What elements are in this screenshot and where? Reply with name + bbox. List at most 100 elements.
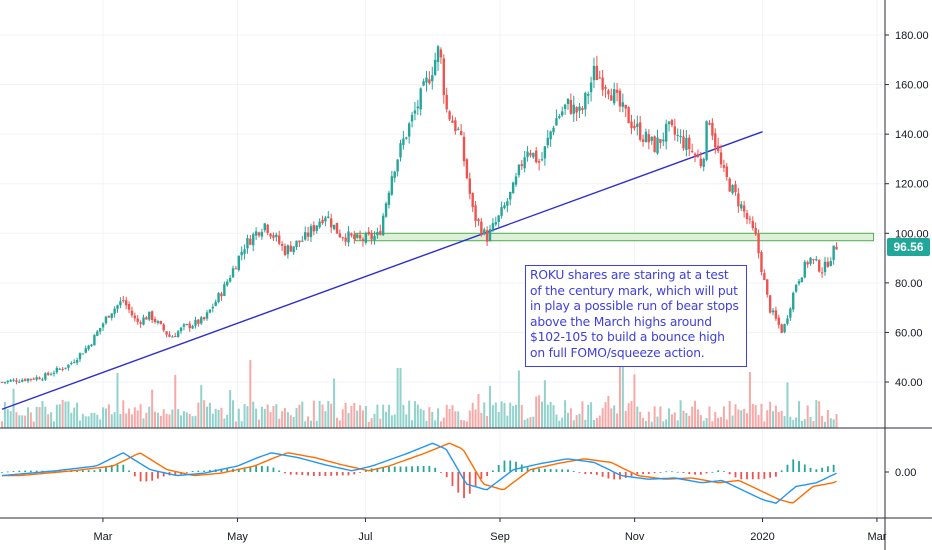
candle <box>598 70 601 79</box>
volume-bar <box>50 412 53 428</box>
volume-bar <box>682 410 685 428</box>
volume-bar <box>774 405 777 428</box>
price-tick-label: 80.00 <box>895 278 923 290</box>
macd-histogram-bar <box>486 472 489 476</box>
candle <box>396 158 399 177</box>
candle <box>263 222 266 233</box>
candle <box>6 380 9 385</box>
volume-bar <box>110 414 113 428</box>
candle <box>586 91 590 105</box>
volume-bar <box>133 407 136 428</box>
volume-bar <box>240 421 243 428</box>
candle <box>676 128 679 142</box>
candle <box>653 135 656 153</box>
volume-bar <box>266 404 269 428</box>
volume-bar <box>644 421 647 428</box>
macd-histogram-bar <box>792 459 795 472</box>
time-tick-label: Mar <box>93 531 112 543</box>
candle <box>200 315 203 325</box>
volume-bar <box>168 414 171 428</box>
volume-bar <box>18 415 21 428</box>
candle <box>673 118 677 141</box>
candle <box>168 331 171 338</box>
volume-bar <box>408 400 411 428</box>
candle <box>774 306 778 321</box>
macd-histogram-bar <box>24 470 27 472</box>
candle <box>436 44 440 71</box>
macd-histogram-bar <box>105 466 107 472</box>
volume-bar <box>783 416 786 428</box>
macd-histogram-bar <box>595 472 598 475</box>
macd-histogram-bar <box>388 466 390 472</box>
volume-bar <box>800 420 803 428</box>
volume-bar <box>55 404 58 428</box>
volume-bar <box>58 404 61 428</box>
candle <box>509 191 512 206</box>
macd-histogram-bar <box>428 465 431 472</box>
candle <box>540 151 544 162</box>
candle <box>563 103 567 115</box>
volume-bar <box>815 400 818 428</box>
candle <box>696 149 700 158</box>
support-zone <box>354 232 875 242</box>
macd-signal-line <box>2 442 837 504</box>
macd-histogram-bar <box>474 472 477 487</box>
macd-histogram-bar <box>723 471 725 472</box>
volume-bar <box>162 409 165 428</box>
macd-histogram-bar <box>376 467 379 472</box>
candle <box>58 367 61 370</box>
candle <box>194 316 197 329</box>
volume-bar <box>200 385 203 428</box>
candle <box>64 367 67 370</box>
macd-histogram-bar <box>434 467 437 472</box>
candle <box>338 229 342 238</box>
candle <box>211 303 215 313</box>
volume-bar <box>217 409 220 428</box>
volume-bar <box>587 404 590 428</box>
candle <box>679 129 682 144</box>
candle <box>188 321 191 332</box>
macd-histogram-bar <box>6 471 9 473</box>
volume-bar <box>442 417 445 428</box>
volume-bar <box>353 402 356 428</box>
volume-bar <box>81 413 84 428</box>
candle <box>321 215 324 225</box>
volume-bar <box>676 420 679 428</box>
volume-bar <box>818 401 821 428</box>
volume-bar <box>70 412 73 428</box>
candle <box>243 244 246 260</box>
volume-bar <box>145 412 148 428</box>
candle <box>78 352 82 362</box>
candle <box>139 320 142 328</box>
volume-bar <box>642 417 645 428</box>
candle <box>705 120 708 162</box>
volume-bar <box>234 421 237 428</box>
macd-histogram-bar <box>642 472 644 475</box>
volume-bar <box>760 403 763 428</box>
volume-bar <box>659 406 662 428</box>
candle <box>390 170 394 196</box>
volume-bar <box>474 409 477 428</box>
volume-bar <box>437 408 440 428</box>
time-tick-label: Nov <box>625 531 645 543</box>
candle <box>457 126 460 131</box>
volume-bar <box>711 421 714 428</box>
candle <box>41 377 44 382</box>
macd-histogram-bar <box>133 472 136 477</box>
volume-bar <box>668 408 671 428</box>
volume-bar <box>255 408 258 428</box>
candle <box>75 357 79 365</box>
volume-bar <box>243 404 246 428</box>
candle <box>503 202 506 210</box>
volume-bar <box>512 405 515 428</box>
macd-histogram-bar <box>584 472 587 475</box>
volume-bar <box>390 415 393 428</box>
volume-bar <box>688 415 691 428</box>
candle <box>667 121 671 132</box>
volume-bar <box>32 421 35 428</box>
macd-histogram-bar <box>18 470 21 472</box>
volume-bar <box>515 404 518 428</box>
candle <box>719 144 723 169</box>
volume-bar <box>295 408 298 428</box>
